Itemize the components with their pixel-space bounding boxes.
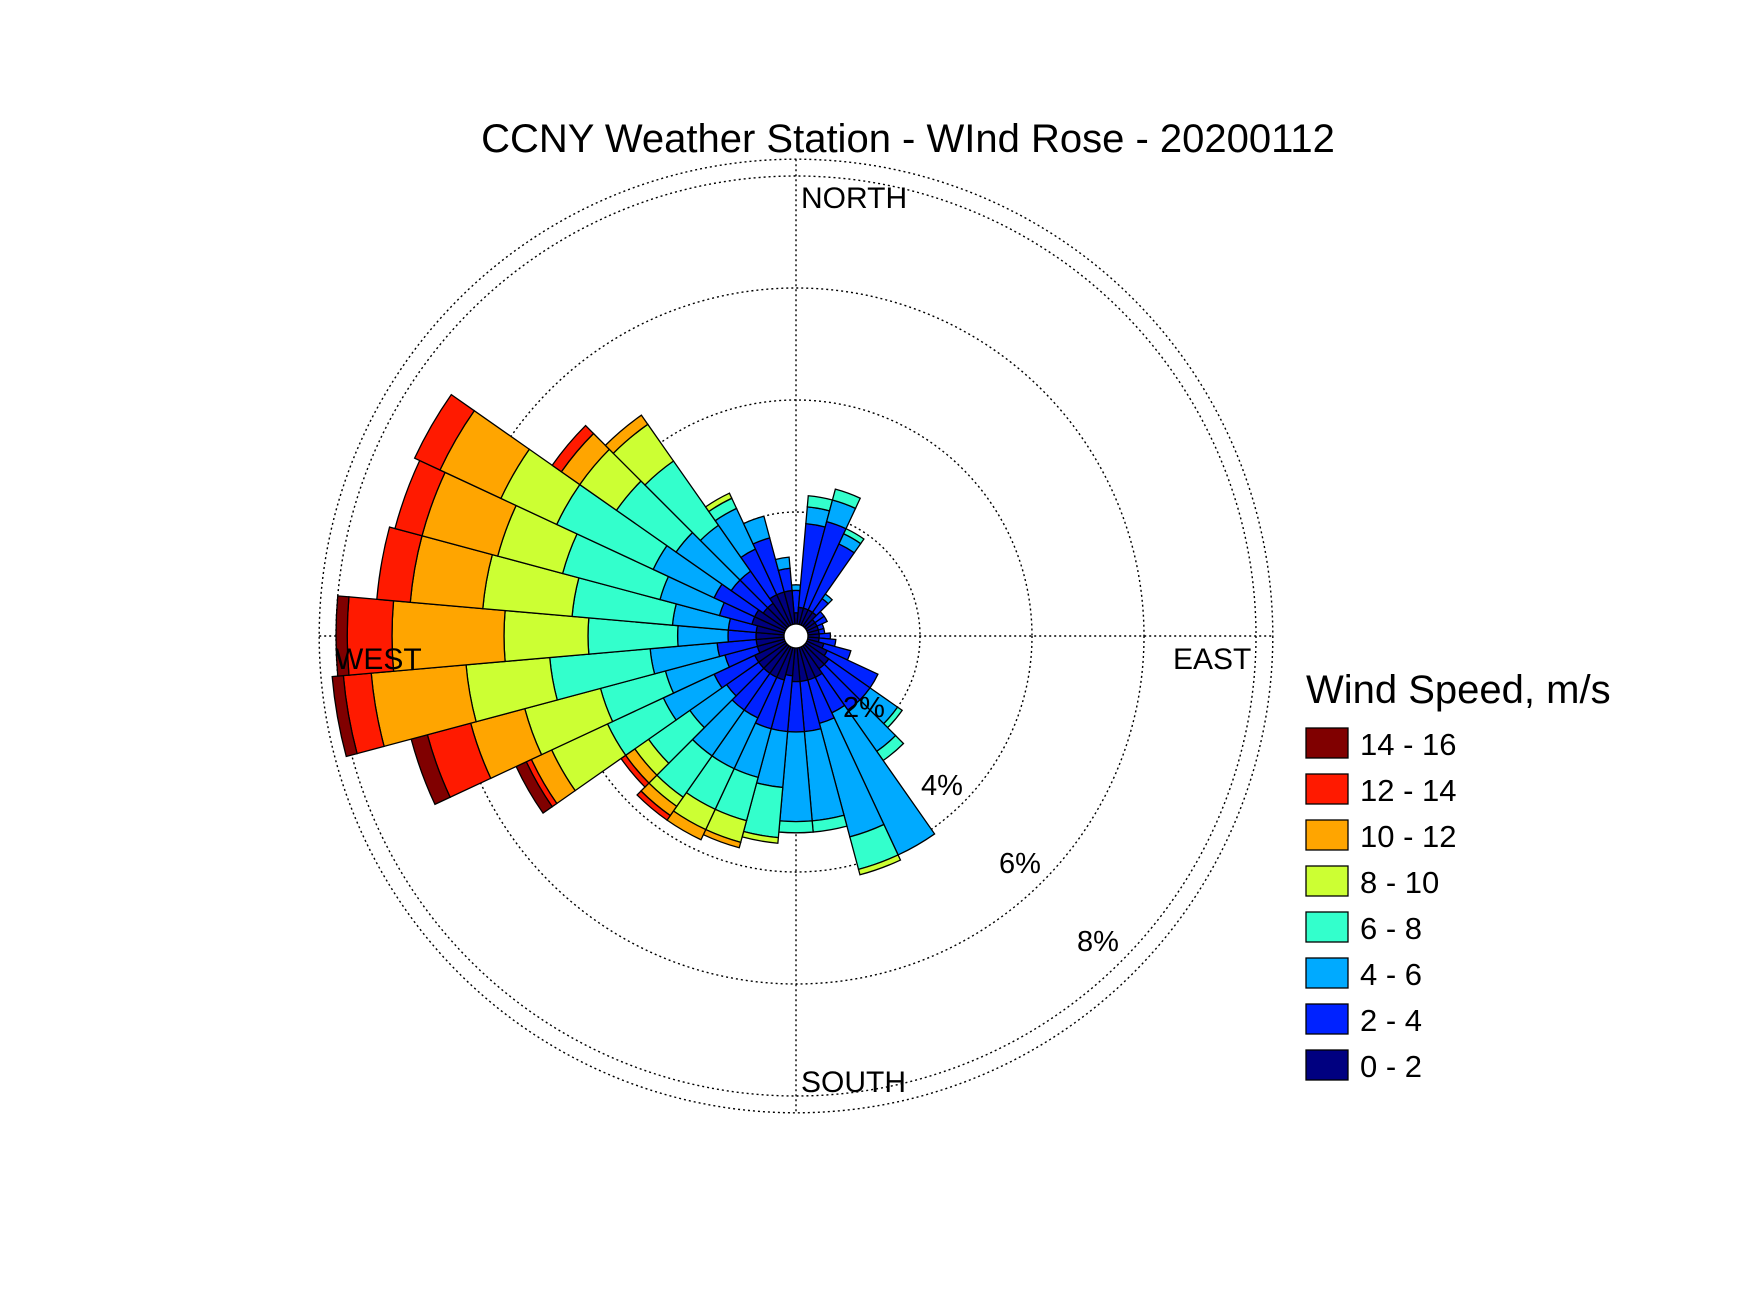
petal-60-bin-1 [814,615,829,628]
legend-swatch-7 [1305,1049,1349,1081]
petal-20-bin-3 [831,488,862,510]
petal-300-bin-6 [413,393,476,471]
legend-swatch-5 [1305,957,1349,989]
legend-label-5: 4 - 6 [1360,957,1422,992]
petal-40-bin-2 [821,593,834,605]
petal-280-bin-6 [376,526,423,603]
legend: 14 - 16 12 - 14 10 - 12 8 - 10 6 - 8 4 - 6 2 -… [1305,727,1457,1084]
petal-160-bin-4 [857,854,902,876]
legend-swatch-3 [1305,865,1349,897]
petal-270-bin-4 [503,609,590,663]
center-hole [783,623,809,649]
legend-swatch-1 [1305,773,1349,805]
legend-swatch-0 [1305,727,1349,759]
petal-220-bin-6 [636,790,672,822]
legend-swatch-6 [1305,1003,1349,1035]
north-label: NORTH [801,182,907,215]
legend-label-0: 14 - 16 [1360,727,1457,762]
petal-310-bin-6 [551,424,595,473]
petals [331,393,936,876]
petal-320-bin-5 [604,414,649,455]
legend-label-3: 8 - 10 [1360,865,1439,900]
petal-260-bin-7 [331,674,358,758]
legend-title: Wind Speed, m/s [1306,668,1611,712]
legend-label-1: 12 - 14 [1360,773,1457,808]
petal-350-bin-2 [774,556,791,572]
petal-330-bin-4 [704,492,733,513]
ring-label-6: 6% [999,848,1041,880]
legend-label-6: 2 - 4 [1360,1003,1422,1038]
petal-340-bin-2 [742,515,771,545]
east-label: EAST [1173,643,1251,676]
west-label: WEST [335,643,422,676]
legend-label-2: 10 - 12 [1360,819,1457,854]
petal-0-bin-2 [790,584,802,592]
ring-label-8: 8% [1077,926,1119,958]
ring-label-4: 4% [921,770,963,802]
legend-label-4: 6 - 8 [1360,911,1422,946]
chart-title: CCNY Weather Station - WInd Rose - 20200… [481,117,1335,161]
petal-180-bin-3 [778,820,814,834]
legend-label-7: 0 - 2 [1360,1049,1422,1084]
legend-swatch-4 [1305,911,1349,943]
legend-swatch-2 [1305,819,1349,851]
ring-label-2: 2% [843,692,885,724]
south-label: SOUTH [801,1066,906,1099]
grid-ring-6 [447,287,1145,985]
petal-30-bin-3 [842,527,865,545]
petal-270-bin-7 [335,595,350,677]
